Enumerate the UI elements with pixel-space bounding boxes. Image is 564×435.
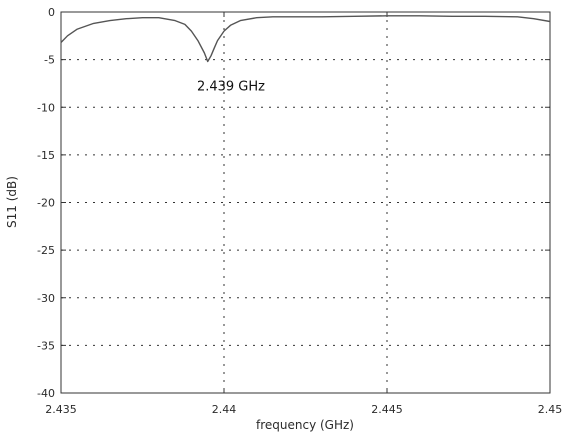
y-tick-label: -15 [37,149,55,162]
s11-curve [60,15,551,63]
y-tick-label: -5 [44,54,55,67]
x-tick-label: 2.44 [212,403,237,416]
y-tick-labels: 0 -5 -10 -15 -20 -25 -30 -35 -40 [37,6,550,400]
grid-lines [61,12,550,393]
y-tick-label: 0 [48,6,55,19]
y-tick-label: -40 [37,387,55,400]
x-tick-label: 2.435 [45,403,77,416]
y-tick-label: -35 [37,339,55,352]
y-axis-label: S11 (dB) [5,176,19,228]
x-tick-label: 2.45 [538,403,563,416]
x-tick-label: 2.445 [371,403,403,416]
y-tick-label: -10 [37,101,55,114]
series-layer [60,15,551,63]
x-axis-label: frequency (GHz) [256,418,354,432]
annotations: 2.439 GHz [197,80,265,95]
y-tick-label: -25 [37,244,55,257]
y-tick-label: -20 [37,197,55,210]
x-tick-labels: 2.435 2.44 2.445 2.45 [45,12,562,416]
resonance-annotation: 2.439 GHz [197,80,265,95]
y-tick-label: -30 [37,292,55,305]
